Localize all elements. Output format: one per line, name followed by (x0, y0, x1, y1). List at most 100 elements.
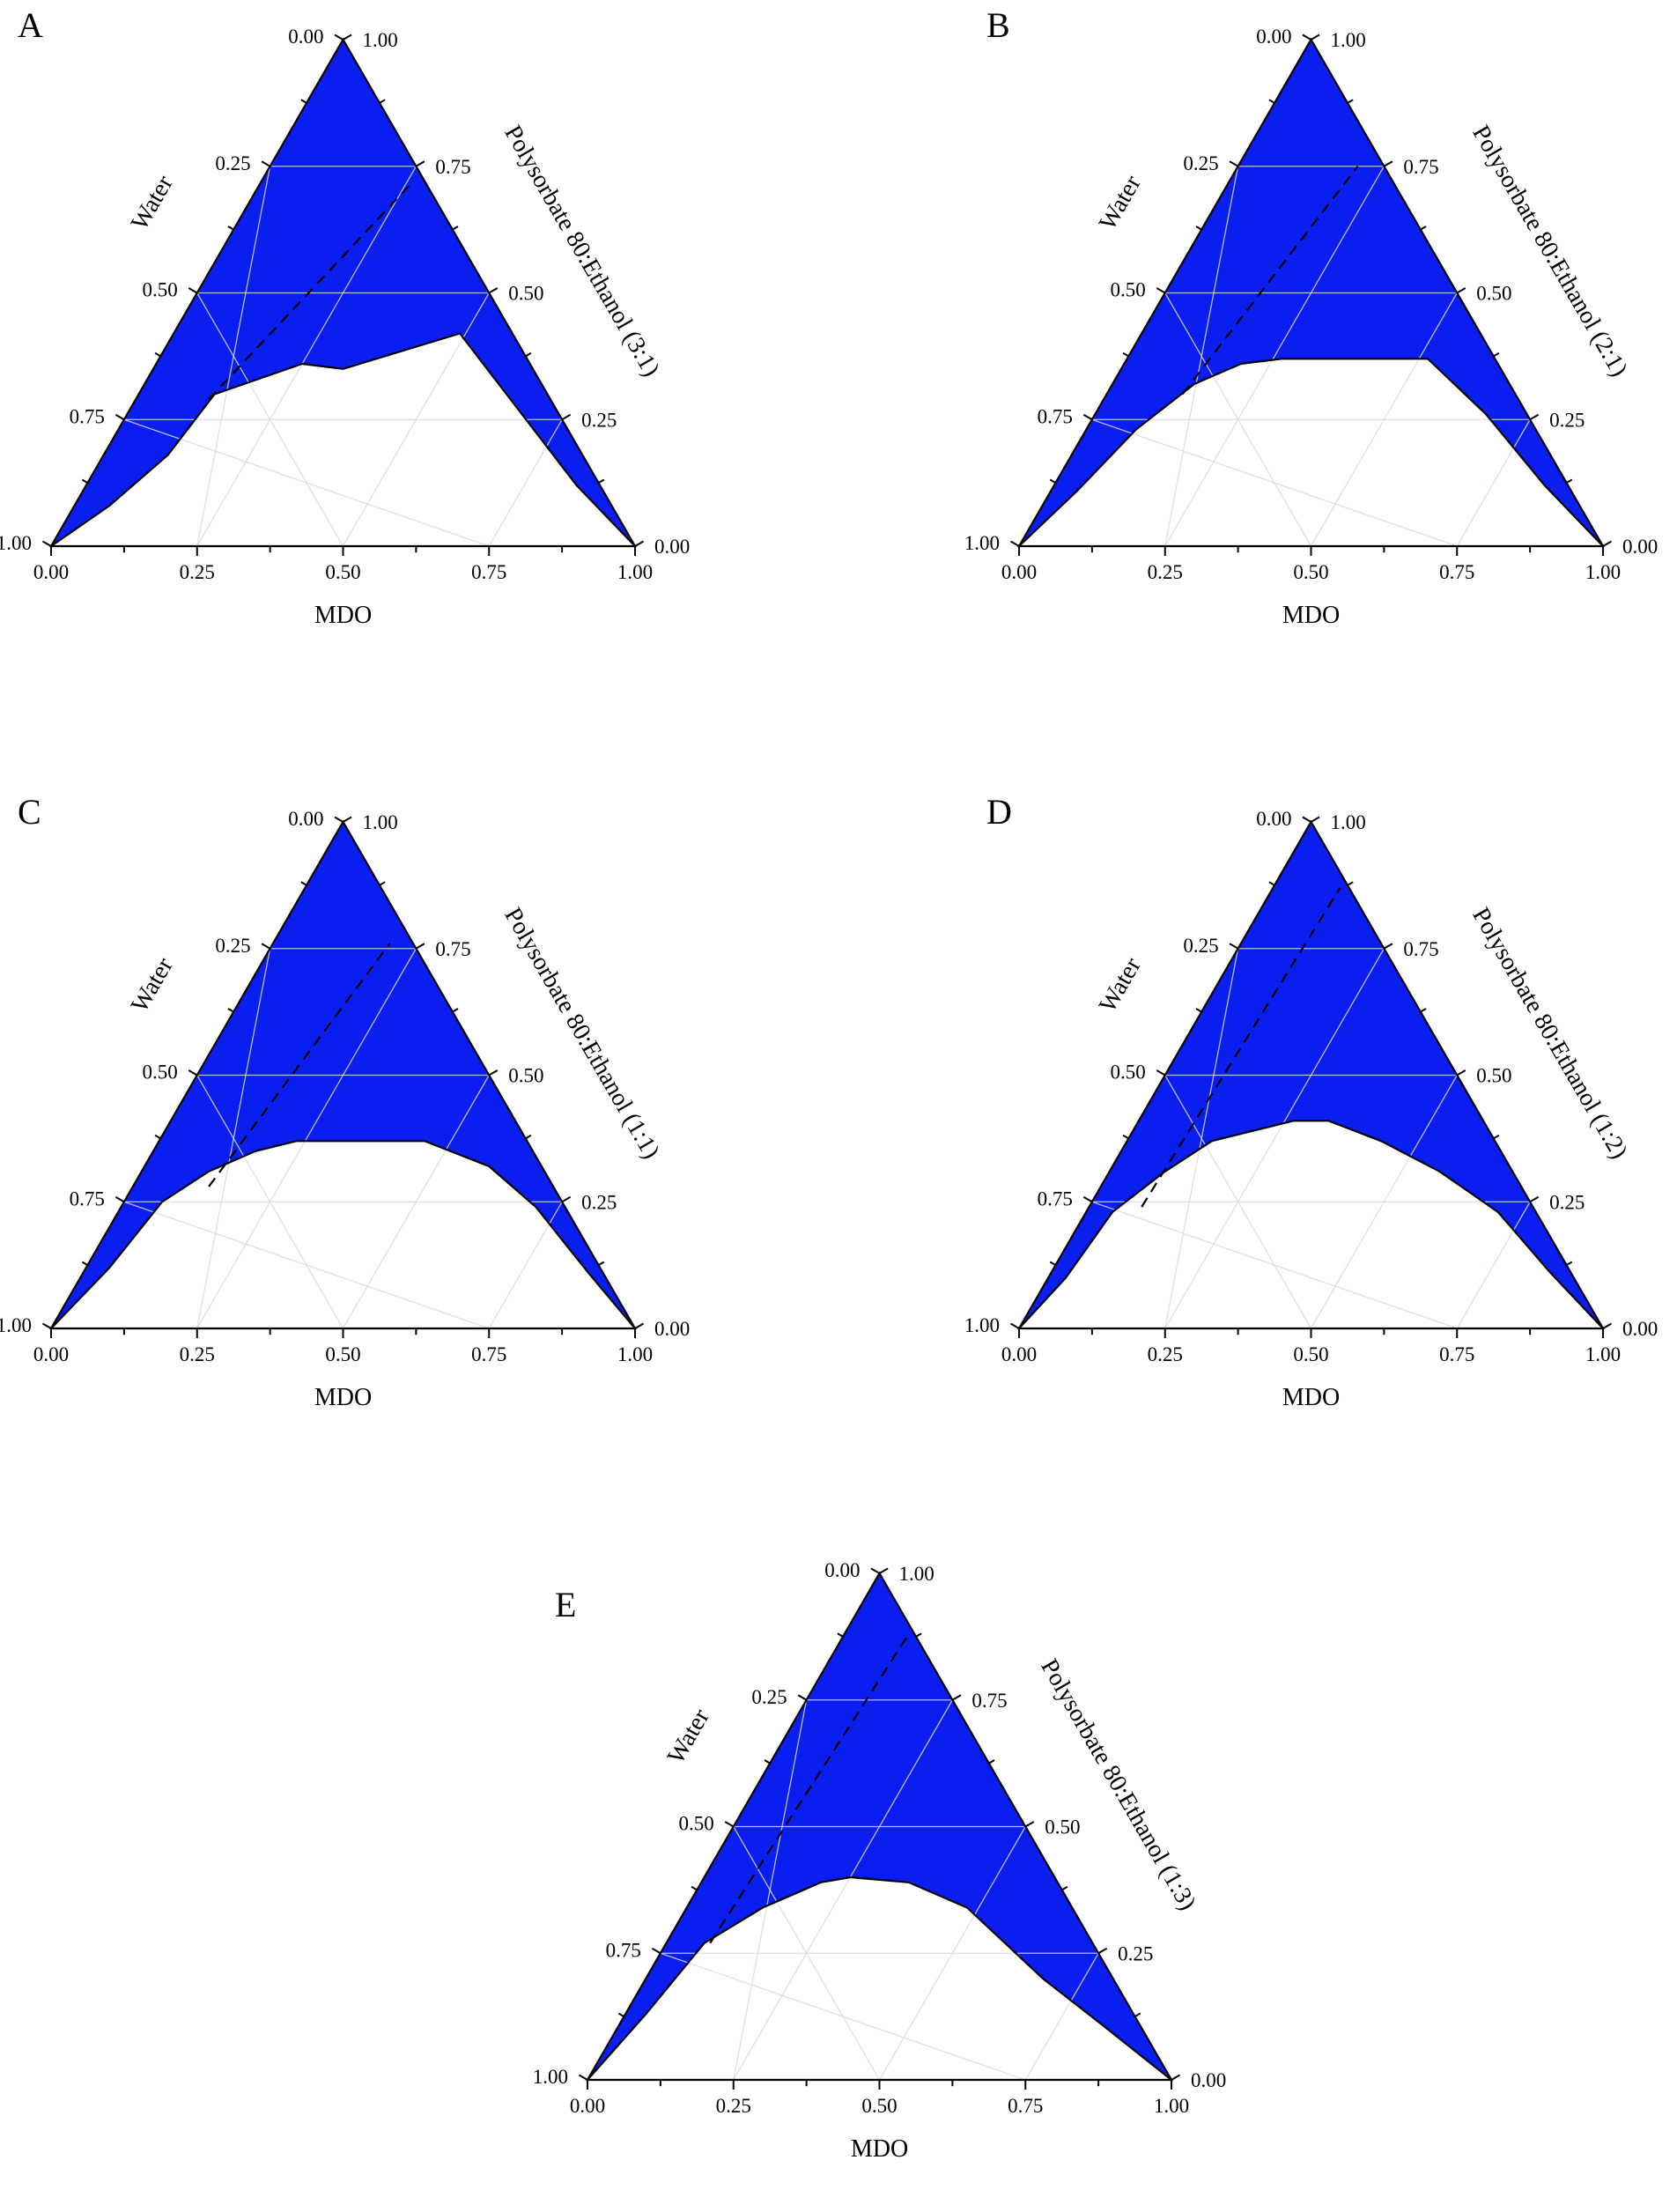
right-tick (1024, 1821, 1035, 1828)
grid-line (196, 948, 417, 1329)
left-tick (1195, 1008, 1202, 1013)
left-tick-label: 0.25 (215, 935, 250, 957)
left-axis-title: Water (1094, 952, 1147, 1017)
right-tick-label: 0.50 (508, 1065, 543, 1087)
left-tick (188, 287, 198, 294)
grid-line (123, 418, 490, 547)
right-tick (342, 816, 352, 823)
left-tick-label: 0.25 (1183, 152, 1218, 174)
bottom-tick-label: 0.25 (716, 2095, 751, 2117)
right-tick (1383, 160, 1393, 167)
bottom-tick-label: 0.00 (570, 2095, 605, 2117)
left-tick-label: 0.50 (1111, 1062, 1146, 1084)
dilution-dashed-line (1141, 887, 1341, 1208)
left-axis-title: Water (1094, 170, 1147, 234)
right-tick-label: 0.75 (1403, 938, 1438, 960)
right-tick (1602, 540, 1613, 547)
left-tick (617, 2012, 624, 2017)
left-tick-label: 0.75 (70, 405, 105, 427)
right-tick-label: 0.25 (1118, 1942, 1153, 1964)
right-tick-label: 1.00 (363, 811, 398, 833)
right-axis-title: Polysorbate 80:Ethanol (3:1) (499, 121, 665, 381)
left-tick (1009, 1322, 1020, 1329)
left-tick-label: 1.00 (0, 532, 32, 554)
left-tick (227, 226, 234, 231)
grid-line (196, 1075, 344, 1329)
right-tick (342, 33, 352, 41)
grid-line (660, 1952, 1026, 2081)
ternary-panel-b: 0.00 0.25 0.50 0.75 1.00 1.00 0.75 0.50 0.25 0.00… (964, 5, 1659, 629)
right-tick (1602, 1322, 1613, 1329)
left-tick (81, 1261, 88, 1266)
left-tick (1268, 99, 1275, 104)
right-tick (1456, 287, 1466, 294)
right-tick (1097, 1947, 1108, 1955)
right-tick-label: 0.25 (1549, 409, 1585, 431)
right-tick (1310, 33, 1320, 41)
right-tick (1310, 816, 1320, 823)
bottom-tick-label: 0.75 (1439, 1343, 1474, 1365)
grid-line (1164, 166, 1385, 547)
right-tick-label: 0.50 (1476, 283, 1511, 305)
grid-line (1456, 1201, 1531, 1329)
grid-line (1091, 418, 1458, 547)
region-boundary-line (1018, 1120, 1604, 1329)
right-tick-label: 0.75 (435, 156, 470, 178)
left-tick (1229, 160, 1239, 167)
right-tick (1529, 413, 1540, 421)
right-tick (452, 226, 459, 231)
right-tick-label: 1.00 (899, 1563, 935, 1585)
right-tick (525, 1134, 532, 1140)
left-tick (41, 1322, 52, 1329)
left-tick (1195, 226, 1202, 231)
left-tick-label: 0.00 (288, 26, 323, 48)
right-axis-title: Polysorbate 80:Ethanol (2:1) (1466, 121, 1633, 381)
right-tick (561, 1195, 572, 1203)
left-tick (1229, 943, 1239, 950)
grid-line (1024, 1952, 1099, 2081)
right-tick (452, 1008, 459, 1013)
right-tick (1347, 881, 1354, 886)
right-tick-label: 0.00 (1191, 2069, 1226, 2091)
left-tick (1302, 33, 1312, 41)
right-tick-label: 0.00 (1622, 536, 1658, 558)
left-axis-title: Water (126, 170, 179, 234)
left-tick-label: 1.00 (533, 2066, 568, 2088)
bottom-tick-label: 0.75 (1439, 561, 1474, 583)
right-tick-label: 0.50 (1045, 1816, 1080, 1838)
bottom-tick-label: 1.00 (617, 1343, 653, 1365)
left-tick (115, 1195, 125, 1203)
left-tick (154, 1134, 161, 1140)
bottom-tick-label: 0.50 (1293, 1343, 1328, 1365)
right-tick (525, 351, 532, 358)
left-tick (691, 1885, 698, 1891)
left-tick (651, 1947, 661, 1955)
right-axis-title: Polysorbate 80:Ethanol (1:3) (1035, 1654, 1201, 1915)
bottom-tick-label: 0.25 (1148, 561, 1183, 583)
right-tick-label: 0.25 (1549, 1191, 1585, 1213)
bottom-tick-label: 0.25 (180, 1343, 215, 1365)
left-tick (81, 478, 88, 484)
left-tick (1156, 1069, 1166, 1076)
right-tick (598, 1261, 605, 1266)
left-tick-label: 1.00 (964, 1314, 1000, 1336)
right-tick (415, 160, 425, 167)
left-tick-label: 0.25 (751, 1686, 787, 1708)
left-tick-label: 0.50 (143, 1062, 178, 1084)
left-tick-label: 0.00 (1256, 26, 1291, 48)
right-tick (988, 1759, 995, 1764)
right-tick-label: 0.50 (508, 283, 543, 305)
right-tick (1456, 1069, 1466, 1076)
panel-letter: B (986, 5, 1010, 45)
right-tick (1171, 2074, 1181, 2081)
right-tick (1529, 1195, 1540, 1203)
bottom-axis-title: MDO (1282, 1384, 1340, 1411)
right-tick (1347, 99, 1354, 104)
right-tick (379, 881, 386, 886)
right-axis-title: Polysorbate 80:Ethanol (1:2) (1466, 903, 1633, 1164)
ternary-panel-d: 0.00 0.25 0.50 0.75 1.00 1.00 0.75 0.50 0.25 0.00… (964, 792, 1659, 1411)
bottom-tick-label: 0.50 (1293, 561, 1328, 583)
left-tick (1122, 351, 1129, 358)
region-boundary-line (50, 332, 636, 547)
